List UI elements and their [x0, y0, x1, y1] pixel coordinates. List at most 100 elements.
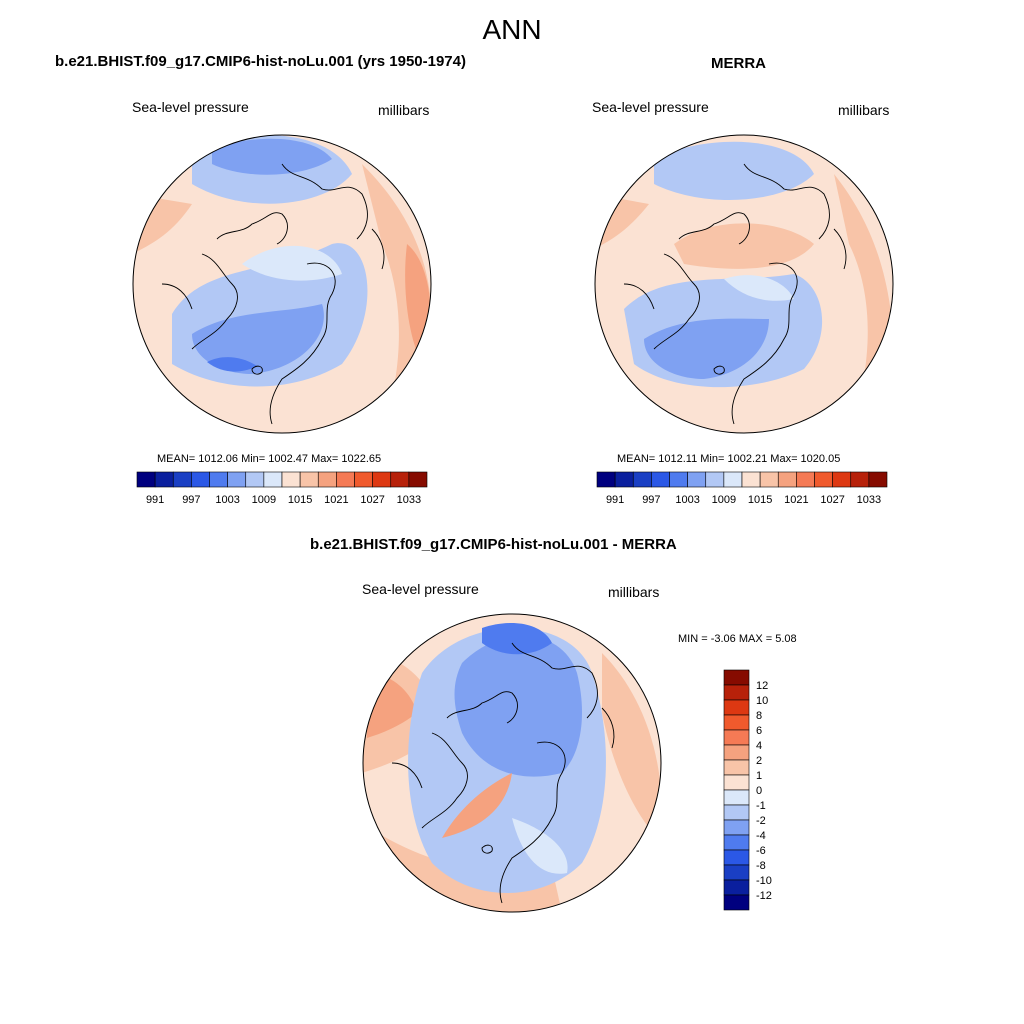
colorbar-tick-label: 991	[146, 494, 164, 506]
colorbar-tick-label: 1027	[820, 494, 844, 506]
pos-atlantic	[442, 773, 512, 838]
obs-polar-map	[594, 134, 894, 434]
colorbar-swatch	[832, 471, 852, 488]
colorbar-swatch	[723, 684, 750, 701]
colorbar-tick-label: 1021	[324, 494, 348, 506]
colorbar-swatch	[759, 471, 779, 488]
colorbar-tick-label: 10	[756, 695, 768, 707]
colorbar-swatch	[723, 849, 750, 866]
colorbar-swatch	[354, 471, 373, 488]
colorbar-swatch	[796, 471, 815, 488]
colorbar-swatch	[263, 471, 283, 488]
colorbar-tick-label: 1003	[675, 494, 699, 506]
coastlines	[161, 163, 385, 425]
obs-panel-title: MERRA	[711, 55, 766, 72]
colorbar-swatch	[172, 471, 192, 488]
colorbar-swatch	[596, 471, 616, 488]
colorbar-swatch	[227, 471, 247, 488]
colorbar-swatch	[723, 744, 750, 761]
model-colorbar: 991 997 1003 1009 1015 1021 1027 1033	[136, 471, 428, 506]
colorbar-swatch	[723, 669, 750, 686]
colorbar-tick-label: 1003	[215, 494, 239, 506]
model-polar-map	[132, 134, 432, 434]
colorbar-swatch	[372, 471, 392, 488]
diff-panel-title: b.e21.BHIST.f09_g17.CMIP6-hist-noLu.001 …	[310, 536, 677, 553]
colorbar-swatch	[777, 471, 797, 488]
colorbar-swatch	[723, 774, 750, 791]
pale-blue-arctic	[242, 245, 342, 281]
model-stats: MEAN= 1012.06 Min= 1002.47 Max= 1022.65	[157, 453, 382, 465]
warm-right	[602, 653, 661, 843]
colorbar-swatch	[191, 471, 210, 488]
colorbar-swatch	[814, 471, 833, 488]
colorbar-tick-label: -12	[756, 890, 772, 902]
colorbar-swatch	[723, 819, 750, 836]
colorbar-swatch	[632, 471, 652, 488]
colorbar-tick-label: -2	[756, 815, 766, 827]
pale-blue-arctic	[724, 275, 794, 301]
colorbar-swatch	[723, 714, 750, 731]
colorbar-tick-label: 1033	[397, 494, 421, 506]
colorbar-swatch	[741, 471, 761, 488]
colorbar-tick-label: -10	[756, 875, 772, 887]
colorbar-swatch	[317, 471, 337, 488]
diff-variable-label: Sea-level pressure	[362, 581, 479, 597]
colorbar-swatch	[723, 879, 750, 896]
low-atlantic-core	[207, 357, 257, 372]
colorbar-tick-label: 1009	[712, 494, 736, 506]
diff-polar-map	[362, 613, 662, 913]
colorbar-swatch	[723, 729, 750, 746]
coastlines	[391, 642, 615, 904]
model-panel-title: b.e21.BHIST.f09_g17.CMIP6-hist-noLu.001 …	[55, 53, 466, 70]
high-arctic	[674, 223, 814, 269]
colorbar-swatch	[723, 864, 750, 881]
colorbar-tick-label: -8	[756, 860, 766, 872]
colorbar-swatch	[336, 471, 355, 488]
colorbar-tick-label: 12	[756, 680, 768, 692]
colorbar-tick-label: 1033	[857, 494, 881, 506]
colorbar-tick-label: 2	[756, 755, 762, 767]
obs-stats: MEAN= 1012.11 Min= 1002.21 Max= 1020.05	[617, 453, 841, 465]
colorbar-tick-label: 997	[642, 494, 660, 506]
colorbar-swatch	[209, 471, 228, 488]
colorbar-tick-label: -4	[756, 830, 766, 842]
model-units-label: millibars	[378, 102, 430, 118]
low-atlantic-mid	[644, 318, 769, 379]
obs-colorbar: 991 997 1003 1009 1015 1021 1027 1033	[596, 471, 888, 506]
colorbar-tick-label: 1015	[748, 494, 772, 506]
low-pacific	[654, 141, 814, 201]
colorbar-swatch	[614, 471, 634, 488]
colorbar-tick-label: 6	[756, 725, 762, 737]
colorbar-swatch	[669, 471, 688, 488]
colorbar-swatch	[651, 471, 670, 488]
colorbar-swatch	[723, 834, 750, 851]
low-pacific-core	[212, 138, 332, 175]
coastlines	[623, 163, 847, 425]
colorbar-swatch	[245, 471, 265, 488]
colorbar-swatch	[390, 471, 410, 488]
colorbar-swatch	[281, 471, 301, 488]
colorbar-swatch	[723, 471, 743, 488]
colorbar-tick-label: 1	[756, 770, 762, 782]
colorbar-tick-label: 991	[606, 494, 624, 506]
colorbar-tick-label: 1021	[784, 494, 808, 506]
colorbar-swatch	[723, 804, 750, 821]
colorbar-swatch	[723, 789, 750, 806]
colorbar-tick-label: -6	[756, 845, 766, 857]
neg-pacific-core	[482, 623, 552, 655]
colorbar-tick-label: 997	[182, 494, 200, 506]
neg-arctic-core	[454, 635, 582, 777]
colorbar-swatch	[299, 471, 319, 488]
figure-title: ANN	[482, 14, 542, 45]
colorbar-swatch	[154, 471, 174, 488]
colorbar-swatch	[723, 894, 750, 911]
colorbar-swatch	[136, 471, 156, 488]
colorbar-tick-label: 1009	[252, 494, 276, 506]
colorbar-tick-label: 4	[756, 740, 762, 752]
colorbar-swatch	[705, 471, 725, 488]
colorbar-swatch	[868, 471, 888, 488]
colorbar-tick-label: 1015	[288, 494, 312, 506]
obs-units-label: millibars	[838, 102, 890, 118]
model-variable-label: Sea-level pressure	[132, 99, 249, 115]
